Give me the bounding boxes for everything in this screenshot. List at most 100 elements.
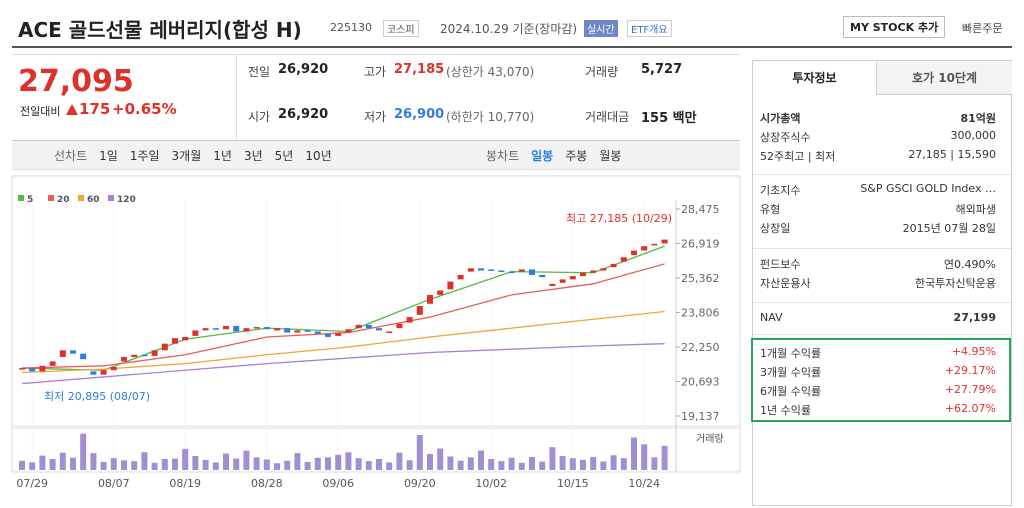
volume-bar bbox=[416, 434, 423, 470]
volume-bar bbox=[39, 455, 46, 470]
candle bbox=[467, 268, 474, 272]
nav-row: NAV 27,199 bbox=[760, 311, 996, 324]
volume-frame bbox=[11, 427, 741, 473]
quick-order[interactable]: 빠른주문 bbox=[962, 22, 1003, 35]
ma-line bbox=[21, 263, 665, 369]
candle bbox=[416, 305, 423, 315]
volume-bar bbox=[59, 452, 66, 470]
info-row: 시가총액 81억원 bbox=[760, 110, 996, 126]
volume-bar bbox=[376, 459, 382, 470]
candle-label: 봉차트 bbox=[486, 149, 520, 163]
period-tab[interactable]: 1년 bbox=[213, 149, 232, 163]
candle bbox=[488, 269, 495, 271]
candle bbox=[559, 279, 566, 283]
period-bar bbox=[12, 140, 740, 170]
volume-bar bbox=[274, 463, 280, 470]
volume-bar bbox=[70, 457, 76, 470]
candle bbox=[274, 328, 280, 331]
candle bbox=[90, 371, 97, 375]
panel-tab[interactable]: 호가 10단계 bbox=[876, 62, 1012, 95]
row-value: S&P GSCI GOLD Index … bbox=[860, 182, 996, 195]
candle bbox=[478, 268, 484, 271]
legend-swatch bbox=[108, 195, 114, 201]
mystock-button[interactable]: MY STOCK 추가 bbox=[843, 16, 946, 38]
candle bbox=[29, 368, 36, 372]
candle bbox=[651, 243, 658, 246]
period-tab[interactable]: 10년 bbox=[305, 149, 332, 163]
candle bbox=[80, 353, 87, 360]
volume-bar bbox=[539, 461, 546, 470]
box-rule bbox=[236, 54, 237, 140]
period-tab[interactable]: 1주일 bbox=[129, 149, 160, 163]
candle bbox=[192, 330, 199, 336]
period-tab[interactable]: 주봉 bbox=[565, 149, 588, 163]
candle bbox=[355, 324, 362, 329]
return-row: 6개월 수익률 +27.79% bbox=[760, 383, 996, 399]
period-tab[interactable]: 3년 bbox=[243, 149, 263, 163]
candle bbox=[365, 324, 372, 329]
info-value: 26,900 bbox=[394, 107, 445, 122]
row-label: 3개월 수익률 bbox=[760, 366, 822, 379]
line-label: 선차트 bbox=[54, 149, 88, 163]
panel-tab[interactable]: 투자정보 bbox=[753, 62, 876, 94]
candle bbox=[243, 328, 250, 332]
volume-bar bbox=[182, 448, 189, 470]
returns-box bbox=[751, 338, 1011, 422]
volume-bar bbox=[600, 461, 607, 470]
volume-bar bbox=[580, 459, 586, 470]
row-value: +62.07% bbox=[944, 402, 996, 415]
volume-bar bbox=[100, 461, 107, 470]
volume-bar bbox=[508, 457, 515, 470]
candle bbox=[59, 350, 66, 357]
volume-bar bbox=[192, 456, 199, 470]
candle bbox=[549, 283, 556, 287]
candle bbox=[161, 343, 168, 351]
volume-bar bbox=[161, 459, 168, 470]
row-label: NAV bbox=[760, 311, 783, 324]
period-tab[interactable]: 일봉 bbox=[531, 149, 554, 163]
volume-bar bbox=[49, 459, 56, 470]
current-price: 27,095 bbox=[18, 64, 134, 99]
volume-bar bbox=[212, 462, 219, 470]
row-label: 1년 수익률 bbox=[760, 404, 811, 417]
panel-rule bbox=[753, 302, 1011, 303]
y-tick-label: 23,806 bbox=[681, 307, 720, 320]
volume-bar bbox=[335, 454, 342, 470]
period-tab[interactable]: 5년 bbox=[274, 149, 294, 163]
ma-line bbox=[21, 245, 665, 371]
legend-swatch bbox=[78, 195, 84, 201]
volume-bar bbox=[345, 452, 352, 470]
date: 2024.10.29 기준(장마감) bbox=[440, 22, 578, 36]
code: 225130 bbox=[330, 21, 372, 34]
change-rate: +0.65% bbox=[112, 100, 177, 118]
candle bbox=[141, 354, 148, 357]
candle bbox=[620, 257, 627, 262]
volume-bar bbox=[549, 447, 556, 470]
etf-overview[interactable]: ETF개요 bbox=[627, 20, 672, 37]
period-tab[interactable]: 월봉 bbox=[599, 149, 622, 163]
volume-bar bbox=[263, 459, 270, 470]
info-label: 거래량 bbox=[585, 65, 619, 79]
candle bbox=[314, 331, 321, 334]
x-tick-label: 08/28 bbox=[251, 477, 283, 490]
change: 175 bbox=[79, 100, 111, 118]
candle bbox=[406, 317, 413, 323]
candle bbox=[182, 337, 189, 341]
period-tab[interactable]: 1일 bbox=[99, 149, 118, 163]
volume-bar bbox=[651, 457, 658, 470]
candle bbox=[110, 366, 117, 371]
volume-bar bbox=[467, 457, 474, 470]
row-value: 한국투자신탁운용 bbox=[915, 277, 996, 290]
candle bbox=[641, 246, 648, 251]
candle bbox=[569, 276, 576, 280]
realtime[interactable]: 실시간 bbox=[584, 20, 618, 37]
row-label: 유형 bbox=[760, 203, 781, 216]
volume-bar bbox=[121, 460, 127, 470]
panel-rule bbox=[753, 334, 1011, 335]
info-label: 전일 bbox=[248, 65, 271, 79]
period-tab[interactable]: 3개월 bbox=[171, 149, 202, 163]
candle bbox=[19, 368, 25, 370]
info-row: 상장주식수 300,000 bbox=[760, 129, 996, 145]
